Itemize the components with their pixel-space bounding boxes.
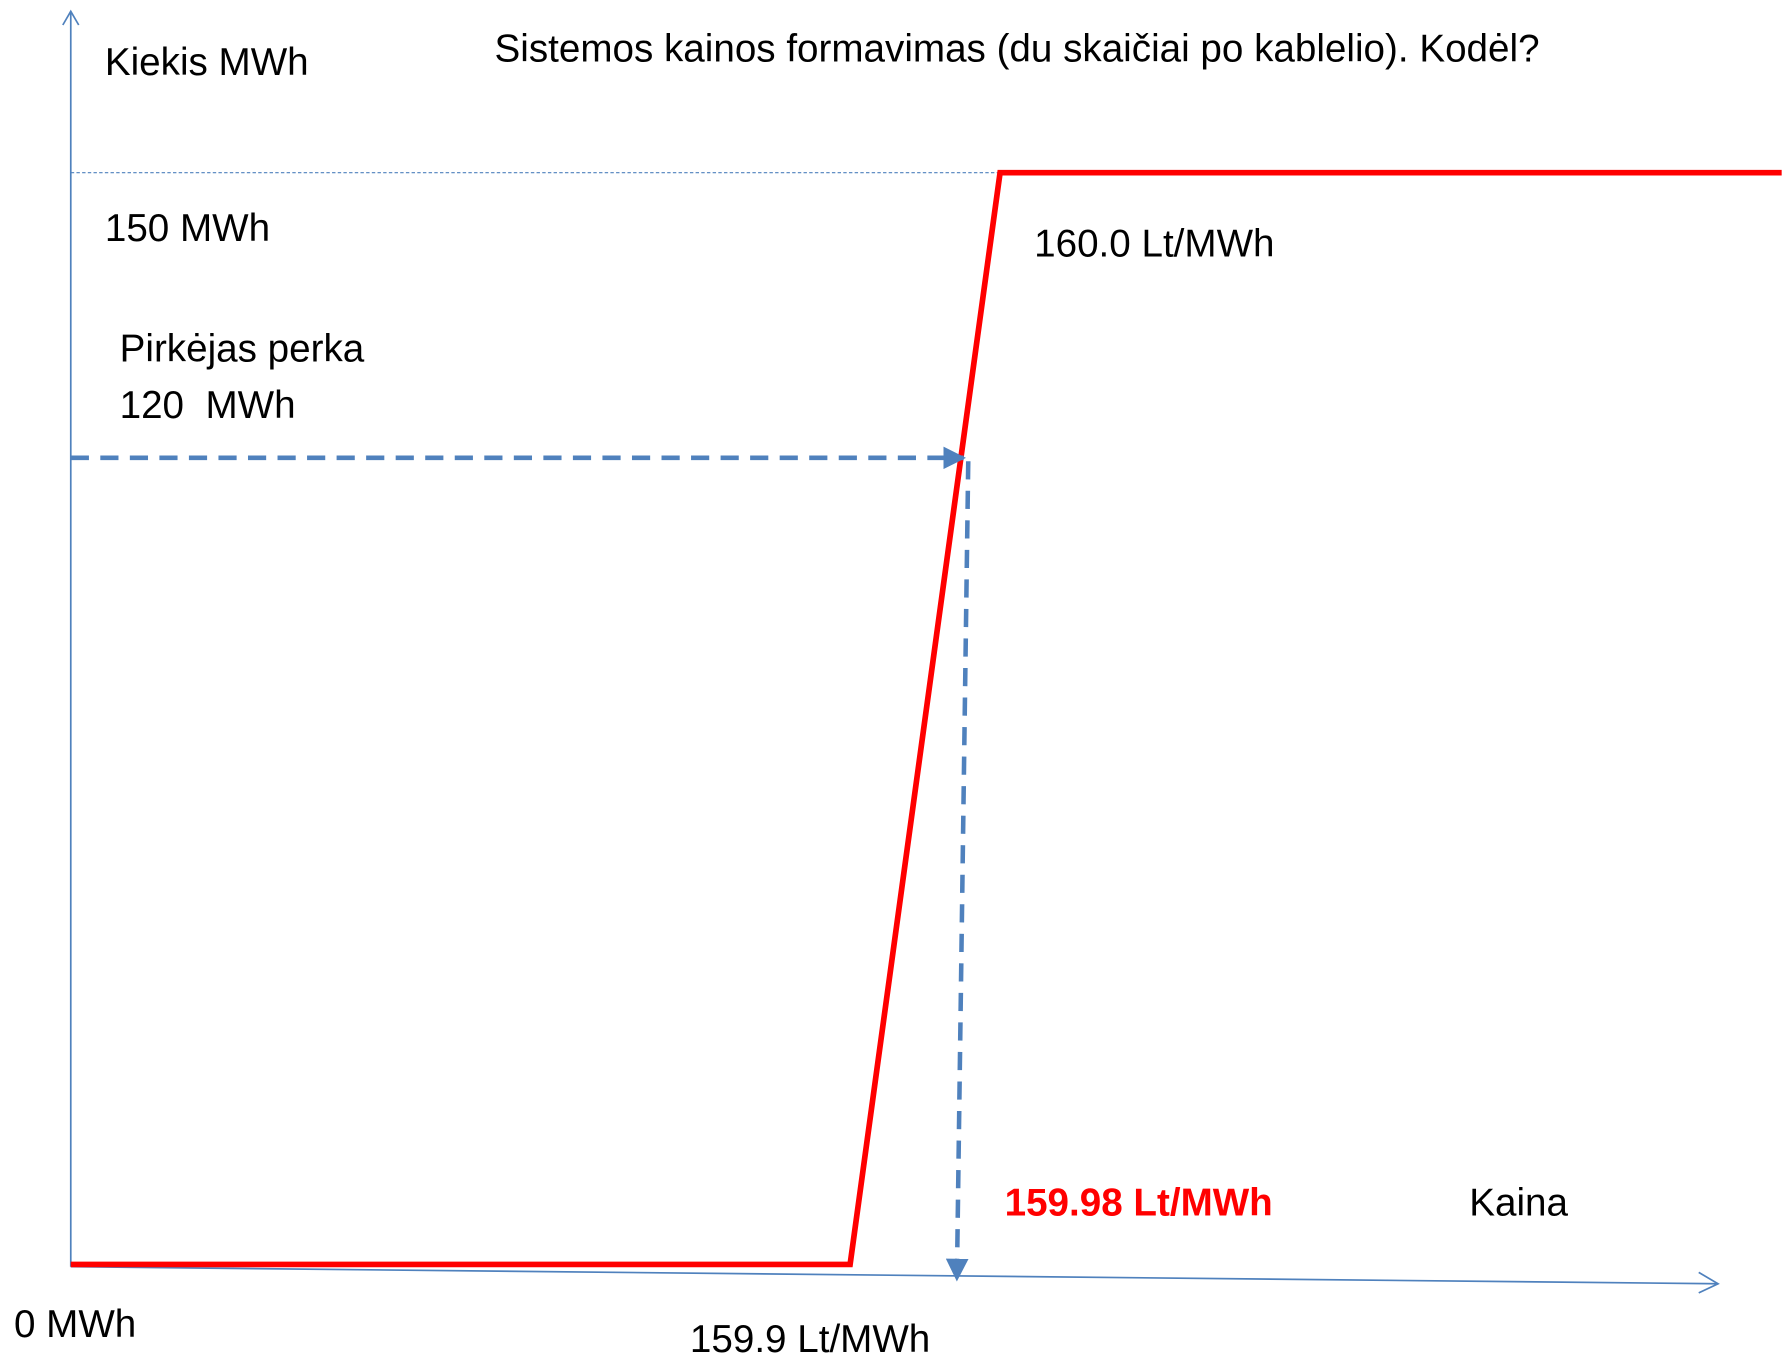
price-label: 160.0 Lt/MWh bbox=[1034, 223, 1274, 266]
buyer-label: Pirkėjas perka bbox=[120, 327, 365, 370]
buyer-label: 120 MWh bbox=[120, 384, 296, 427]
x-axis-arrow bbox=[1698, 1271, 1720, 1294]
system-price-label: 159.98 Lt/MWh bbox=[1005, 1182, 1273, 1225]
x-axis-label: Kaina bbox=[1469, 1182, 1568, 1225]
y-axis-label: Kiekis MWh bbox=[105, 41, 309, 84]
x-axis bbox=[70, 1265, 1719, 1285]
price-label: 159.9 Lt/MWh bbox=[690, 1318, 930, 1361]
supply-curve bbox=[70, 169, 1782, 1268]
quantity-label: 150 MWh bbox=[105, 207, 270, 250]
quantity-label: 0 MWh bbox=[14, 1303, 136, 1346]
price-arrow bbox=[945, 461, 971, 1282]
y-axis-arrow bbox=[62, 9, 80, 26]
title: Sistemos kainos formavimas (du skaičiai … bbox=[495, 27, 1540, 70]
